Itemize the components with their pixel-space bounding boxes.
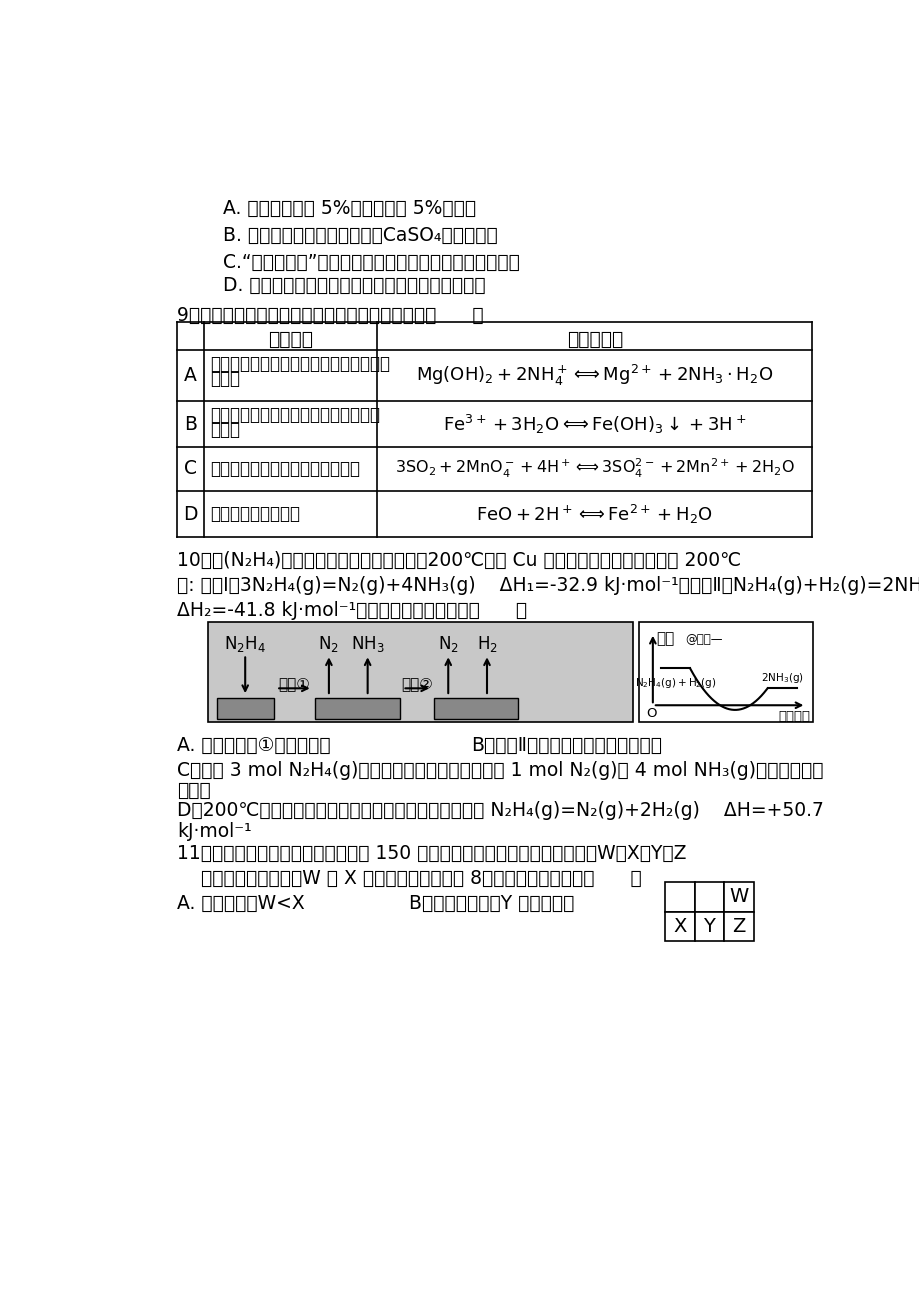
Text: 时: 反应Ⅰ：3N₂H₄(g)=N₂(g)+4NH₃(g)    ΔH₁=-32.9 kJ·mol⁻¹；反应Ⅱ：N₂H₄(g)+H₂(g)=2NH₃(g): 时: 反应Ⅰ：3N₂H₄(g)=N₂(g)+4NH₃(g) ΔH₁=-32.9 … — [176, 575, 919, 595]
Text: D. 减压蒸馏的目的是降低汞的沸点，提高分离效率: D. 减压蒸馏的目的是降低汞的沸点，提高分离效率 — [223, 276, 485, 294]
Bar — [314, 698, 400, 719]
Text: $\mathrm{N_2H_4}$: $\mathrm{N_2H_4}$ — [224, 634, 266, 654]
Text: O: O — [646, 707, 656, 720]
Text: $\mathrm{FeO + 2H^+ \Longleftrightarrow Fe^{2+} + H_2O}$: $\mathrm{FeO + 2H^+ \Longleftrightarrow … — [476, 503, 712, 526]
Bar — [434, 698, 517, 719]
Text: 离子方程式: 离子方程式 — [566, 329, 622, 349]
Text: $\mathrm{N_2}$: $\mathrm{N_2}$ — [437, 634, 459, 654]
Text: @正确—: @正确— — [685, 633, 722, 646]
Text: 淀溶解: 淀溶解 — [210, 370, 240, 388]
Text: 向沸水中滴加饱和氯化铁溶液得到红褐: 向沸水中滴加饱和氯化铁溶液得到红褐 — [210, 406, 380, 423]
Text: kJ·mol⁻¹: kJ·mol⁻¹ — [176, 822, 252, 841]
Bar — [217, 698, 274, 719]
Text: A. 图所示过程①是放热反应: A. 图所示过程①是放热反应 — [176, 736, 330, 755]
Text: B．反应Ⅱ的能量过程示意图如图所示: B．反应Ⅱ的能量过程示意图如图所示 — [471, 736, 662, 755]
Text: C．断开 3 mol N₂H₄(g)的化学键吸收的能量大于形成 1 mol N₂(g)和 4 mol NH₃(g)的化学键释放: C．断开 3 mol N₂H₄(g)的化学键吸收的能量大于形成 1 mol N₂… — [176, 760, 823, 780]
Text: C: C — [184, 460, 197, 478]
Text: D．200℃时，肼分解生成氮气和氢气的热化学方程式为 N₂H₄(g)=N₂(g)+2H₂(g)    ΔH=+50.7: D．200℃时，肼分解生成氮气和氢气的热化学方程式为 N₂H₄(g)=N₂(g)… — [176, 802, 823, 820]
Text: W: W — [729, 888, 748, 906]
Text: A. 原子半径：W<X: A. 原子半径：W<X — [176, 894, 304, 913]
Text: 氧化亚铁溶于稀硝酸: 氧化亚铁溶于稀硝酸 — [210, 505, 300, 523]
Text: $\mathrm{H_2}$: $\mathrm{H_2}$ — [476, 634, 497, 654]
Bar — [694, 883, 723, 911]
Text: $\mathrm{2NH_3(g)}$: $\mathrm{2NH_3(g)}$ — [760, 672, 803, 685]
Bar — [723, 911, 753, 941]
Text: 向氢氧化镁悬浊液中滴加氯化铵溶液，沉: 向氢氧化镁悬浊液中滴加氯化铵溶液，沉 — [210, 355, 390, 372]
Bar — [664, 883, 694, 911]
Text: $\mathrm{3SO_2 + 2MnO_4^- + 4H^+ \Longleftrightarrow 3SO_4^{2-} + 2Mn^{2+} + 2H_: $\mathrm{3SO_2 + 2MnO_4^- + 4H^+ \Longle… — [394, 457, 794, 480]
Text: 的能量: 的能量 — [176, 781, 210, 799]
Text: 9．下列离子方程式能用来解释相应实验现象的是（      ）: 9．下列离子方程式能用来解释相应实验现象的是（ ） — [176, 306, 483, 326]
Text: B: B — [184, 415, 197, 434]
Text: B. 辰砂与氧化钙加热反应时，CaSO₄为氧化产物: B. 辰砂与氧化钙加热反应时，CaSO₄为氧化产物 — [223, 225, 498, 245]
Text: 能量: 能量 — [655, 631, 674, 646]
Text: $\mathrm{NH_3}$: $\mathrm{NH_3}$ — [350, 634, 384, 654]
Text: $\mathrm{Fe^{3+} + 3H_2O \Longleftrightarrow Fe(OH)_3 \downarrow + 3H^+}$: $\mathrm{Fe^{3+} + 3H_2O \Longleftrighta… — [443, 413, 745, 436]
Text: 过程②: 过程② — [401, 676, 433, 691]
Text: 10．肼(N₂H₄)在不同条件下分解产物不同，200℃时在 Cu 表面分解的机理如图。已知 200℃: 10．肼(N₂H₄)在不同条件下分解产物不同，200℃时在 Cu 表面分解的机理… — [176, 551, 741, 570]
Text: 过程①: 过程① — [278, 676, 310, 691]
Text: A. 洗涤粗汞可用 5%的盐酸代替 5%的硝酸: A. 洗涤粗汞可用 5%的盐酸代替 5%的硝酸 — [223, 199, 476, 217]
Bar — [208, 622, 632, 723]
Text: 反应过程: 反应过程 — [777, 710, 810, 723]
Bar — [694, 911, 723, 941]
Text: C.“灼烧辰砂法”过程中电子转移的方向和数目可表示为：: C.“灼烧辰砂法”过程中电子转移的方向和数目可表示为： — [223, 253, 520, 272]
Text: D: D — [183, 505, 198, 523]
Text: 11、今年是门捷列夫发现元素周期律 150 周年。下表是元素周期表的一部分，W、X、Y、Z: 11、今年是门捷列夫发现元素周期律 150 周年。下表是元素周期表的一部分，W、… — [176, 844, 686, 863]
Text: $\mathrm{Mg(OH)_2 + 2NH_4^+ \Longleftrightarrow Mg^{2+} + 2NH_3 \cdot H_2O}$: $\mathrm{Mg(OH)_2 + 2NH_4^+ \Longleftrig… — [415, 363, 773, 388]
Bar — [723, 883, 753, 911]
Text: Y: Y — [703, 917, 715, 936]
Text: $\mathrm{N_2}$: $\mathrm{N_2}$ — [318, 634, 339, 654]
Text: ΔH₂=-41.8 kJ·mol⁻¹，下列说法不正确的是（      ）: ΔH₂=-41.8 kJ·mol⁻¹，下列说法不正确的是（ ） — [176, 600, 527, 620]
Bar — [638, 622, 811, 723]
Text: 为短周期主族元素，W 与 X 的最高化合价之和为 8。下列说法错误的是（      ）: 为短周期主族元素，W 与 X 的最高化合价之和为 8。下列说法错误的是（ ） — [176, 868, 641, 888]
Text: $\mathrm{N_2H_4(g)+H_2(g)}$: $\mathrm{N_2H_4(g)+H_2(g)}$ — [634, 676, 715, 690]
Text: A: A — [184, 366, 197, 385]
Bar — [664, 911, 694, 941]
Text: 色液体: 色液体 — [210, 421, 240, 439]
Text: B．常温常压下，Y 单质为固态: B．常温常压下，Y 单质为固态 — [409, 894, 574, 913]
Text: 二氧化硫使酸性高锰酸钾溶液褪色: 二氧化硫使酸性高锰酸钾溶液褪色 — [210, 460, 360, 478]
Text: X: X — [673, 917, 686, 936]
Text: 实验现象: 实验现象 — [267, 329, 312, 349]
Text: Z: Z — [732, 917, 744, 936]
